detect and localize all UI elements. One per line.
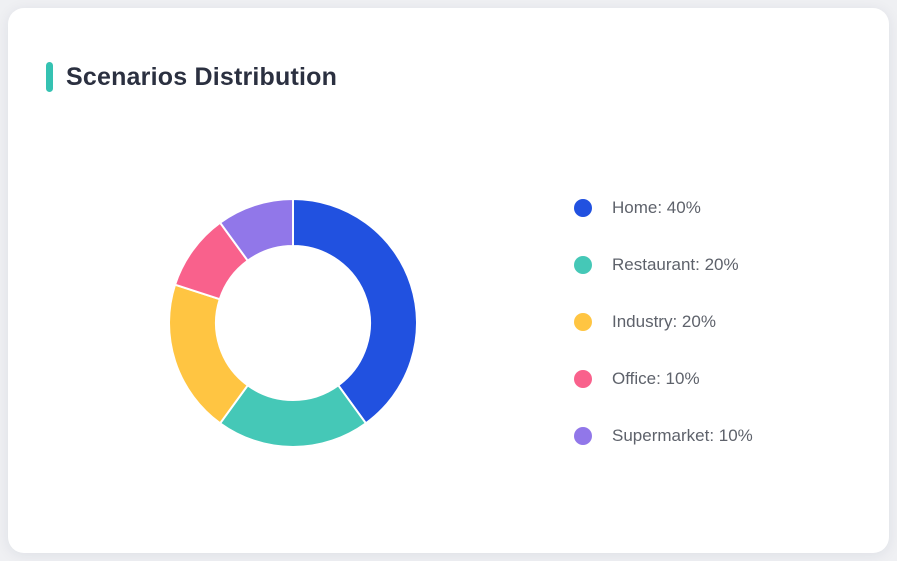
legend-dot-supermarket (574, 427, 592, 445)
legend-label-restaurant: Restaurant: 20% (612, 255, 739, 274)
donut-segment-industry[interactable] (168, 283, 249, 425)
card-header: Scenarios Distribution (46, 62, 337, 92)
scenarios-distribution-card: Scenarios Distribution Home: 40% Restaura… (8, 8, 889, 553)
legend-item-industry[interactable]: Industry: 20% (574, 308, 753, 336)
donut-segment-home[interactable] (292, 198, 418, 425)
legend-item-office[interactable]: Office: 10% (574, 365, 753, 393)
donut-segment-supermarket[interactable] (219, 198, 294, 262)
legend-dot-home (574, 199, 592, 217)
legend-label-industry: Industry: 20% (612, 312, 716, 331)
donut-chart (168, 198, 418, 448)
legend-dot-office (574, 370, 592, 388)
chart-legend: Home: 40% Restaurant: 20% Industry: 20% Off… (574, 194, 753, 450)
legend-item-home[interactable]: Home: 40% (574, 194, 753, 222)
legend-dot-industry (574, 313, 592, 331)
page-title: Scenarios Distribution (66, 62, 338, 91)
legend-dot-restaurant (574, 256, 592, 274)
legend-label-office: Office: 10% (612, 369, 700, 388)
legend-item-restaurant[interactable]: Restaurant: 20% (574, 251, 753, 279)
legend-item-supermarket[interactable]: Supermarket: 10% (574, 422, 753, 450)
title-accent-bar (46, 62, 53, 92)
legend-label-home: Home: 40% (612, 198, 701, 217)
legend-label-supermarket: Supermarket: 10% (612, 426, 753, 445)
